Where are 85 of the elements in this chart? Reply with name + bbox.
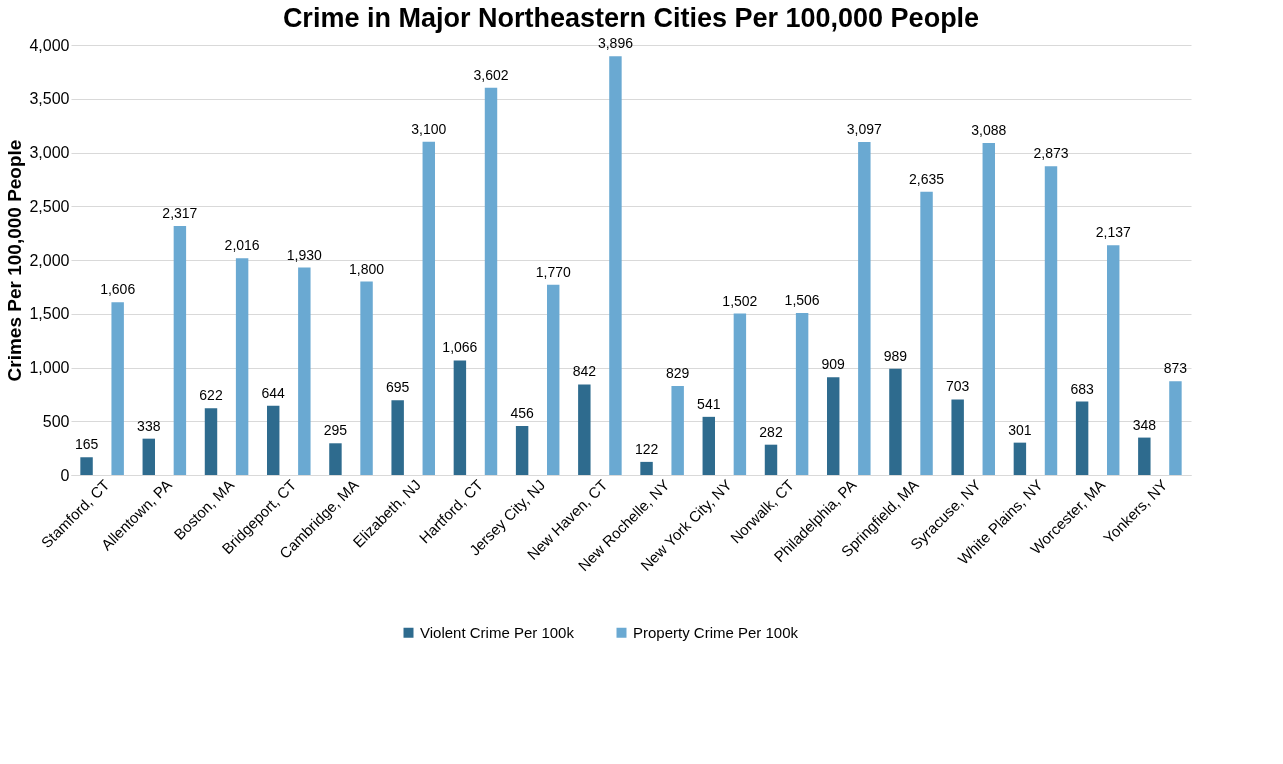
bar: [1044, 166, 1058, 475]
data-label: 1,930: [286, 246, 323, 263]
y-tick-label: 0: [60, 466, 70, 484]
y-axis-title: Crimes Per 100,000 People: [4, 139, 26, 382]
bar: [640, 461, 653, 475]
data-label: 3,896: [597, 35, 634, 52]
bar: [920, 191, 933, 475]
bar: [360, 281, 373, 475]
legend-label: Violent Crime Per 100k: [420, 623, 575, 641]
bar: [267, 405, 280, 475]
data-label: 644: [261, 384, 286, 401]
bar: [764, 444, 778, 475]
bar: [733, 313, 747, 475]
bar: [453, 360, 467, 475]
bar: [1107, 245, 1120, 475]
data-label: 622: [199, 387, 223, 404]
bar: [391, 400, 404, 475]
bar: [235, 258, 249, 475]
data-label: 301: [1008, 421, 1032, 438]
bar: [578, 384, 591, 475]
bar: [329, 443, 342, 475]
data-label: 1,606: [100, 281, 136, 298]
y-tick-label: 1,000: [29, 359, 70, 376]
y-tick-label: 2,000: [29, 251, 70, 269]
y-tick-label: 2,500: [29, 197, 70, 215]
y-tick-label: 500: [42, 412, 70, 430]
bar: [982, 143, 995, 475]
data-label: 2,635: [909, 170, 945, 187]
bar: [547, 284, 560, 475]
data-label: 295: [323, 422, 348, 439]
data-label: 1,066: [442, 339, 478, 356]
bar: [671, 385, 684, 475]
bar: [173, 225, 187, 475]
bar: [515, 425, 529, 475]
data-label: 282: [759, 423, 783, 440]
data-label: 2,016: [224, 237, 260, 254]
data-label: 456: [510, 404, 534, 421]
chart-title: Crime in Major Northeastern Cities Per 100,000 People: [282, 3, 980, 33]
data-label: 1,506: [784, 292, 820, 309]
data-label: 3,100: [411, 120, 447, 137]
bar: [142, 438, 155, 475]
data-label: 842: [572, 363, 597, 380]
data-label: 683: [1070, 380, 1094, 397]
data-label: 2,873: [1033, 145, 1069, 162]
data-label: 165: [74, 436, 99, 453]
data-label: 348: [1132, 416, 1157, 433]
bar: [484, 87, 498, 475]
legend-label: Property Crime Per 100k: [633, 623, 799, 641]
data-label: 1,770: [535, 263, 571, 280]
data-label: 989: [883, 347, 908, 364]
bar: [80, 457, 93, 475]
data-label: 3,097: [846, 121, 883, 138]
bar: [422, 141, 435, 475]
data-label: 829: [665, 364, 690, 381]
bar: [1075, 401, 1089, 475]
bar: [609, 56, 622, 475]
data-label: 873: [1163, 360, 1188, 377]
bar: [204, 408, 218, 475]
y-tick-label: 3,000: [29, 144, 70, 161]
y-tick-label: 4,000: [29, 36, 70, 54]
bar: [1138, 437, 1151, 475]
bar: [1169, 381, 1182, 475]
data-label: 3,088: [971, 122, 1007, 139]
y-tick-label: 3,500: [29, 90, 70, 108]
data-label: 695: [385, 379, 410, 396]
data-label: 3,602: [473, 66, 509, 83]
bar: [111, 302, 124, 475]
data-label: 703: [945, 378, 970, 395]
bar: [827, 377, 840, 475]
data-label: 1,800: [349, 260, 385, 277]
data-label: 541: [697, 395, 721, 412]
bar: [298, 267, 311, 475]
bar: [858, 142, 871, 475]
data-label: 338: [137, 417, 161, 434]
data-label: 122: [634, 440, 659, 457]
bar: [889, 368, 902, 475]
y-tick-label: 1,500: [29, 305, 70, 323]
bar: [1013, 442, 1027, 475]
data-label: 1,502: [722, 292, 758, 309]
data-label: 2,317: [162, 204, 198, 221]
bar: [951, 399, 964, 475]
data-label: 2,137: [1095, 224, 1131, 241]
data-label: 909: [821, 356, 846, 373]
bar: [702, 416, 715, 475]
bar: [795, 313, 809, 475]
